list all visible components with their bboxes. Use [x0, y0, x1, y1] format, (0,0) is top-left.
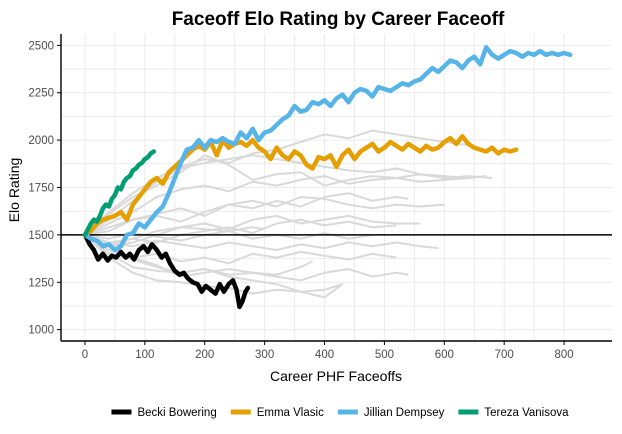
series-line-becki-bowering	[82, 232, 251, 310]
x-tick-label: 100	[135, 349, 154, 361]
legend-label-emma-vlasic: Emma Vlasic	[257, 407, 324, 419]
background-series-line	[84, 233, 439, 251]
background-series-line	[84, 234, 313, 276]
background-series-line	[84, 226, 265, 248]
y-tick-label: 2000	[28, 135, 54, 147]
legend-label-tereza-vanisova: Tereza Vanisova	[484, 407, 569, 419]
y-tick-label: 1750	[28, 183, 54, 195]
background-series-line	[84, 175, 469, 236]
x-tick-label: 0	[82, 349, 88, 361]
y-tick-label: 1500	[28, 230, 54, 242]
x-tick-label: 500	[375, 349, 394, 361]
y-tick-label: 2250	[28, 88, 54, 100]
series-line-tereza-vanisova	[82, 149, 157, 238]
highlighted-series-layer	[82, 45, 573, 310]
legend-label-becki-bowering: Becki Bowering	[137, 407, 216, 419]
x-axis-title: Career PHF Faceoffs	[270, 368, 402, 384]
x-tick-label: 200	[195, 349, 214, 361]
y-tick-label: 1000	[28, 325, 54, 337]
y-tick-label: 1250	[28, 277, 54, 289]
y-tick-label: 2500	[28, 40, 54, 52]
background-series-line	[84, 214, 421, 244]
background-series-line	[84, 154, 487, 236]
legend: Becki Bowering Emma Vlasic Jillian Dempsey…	[111, 407, 569, 419]
series-line-jillian-dempsey	[82, 45, 573, 253]
x-tick-label: 600	[435, 349, 454, 361]
x-tick-label: 400	[315, 349, 334, 361]
x-tick-label: 300	[255, 349, 274, 361]
x-tick-label: 800	[554, 349, 573, 361]
legend-label-jillian-dempsey: Jillian Dempsey	[364, 407, 445, 419]
background-series-line	[84, 196, 445, 236]
y-axis-title: Elo Rating	[6, 158, 22, 223]
y-axis-ticks: 1000 1250 1500 1750 2000 2250 2500	[28, 40, 61, 337]
series-line-emma-vlasic	[82, 134, 519, 238]
x-axis-ticks: 0 100 200 300 400 500 600 700 800	[82, 341, 574, 361]
chart-title: Faceoff Elo Rating by Career Faceoff	[172, 9, 505, 30]
x-tick-label: 700	[495, 349, 514, 361]
